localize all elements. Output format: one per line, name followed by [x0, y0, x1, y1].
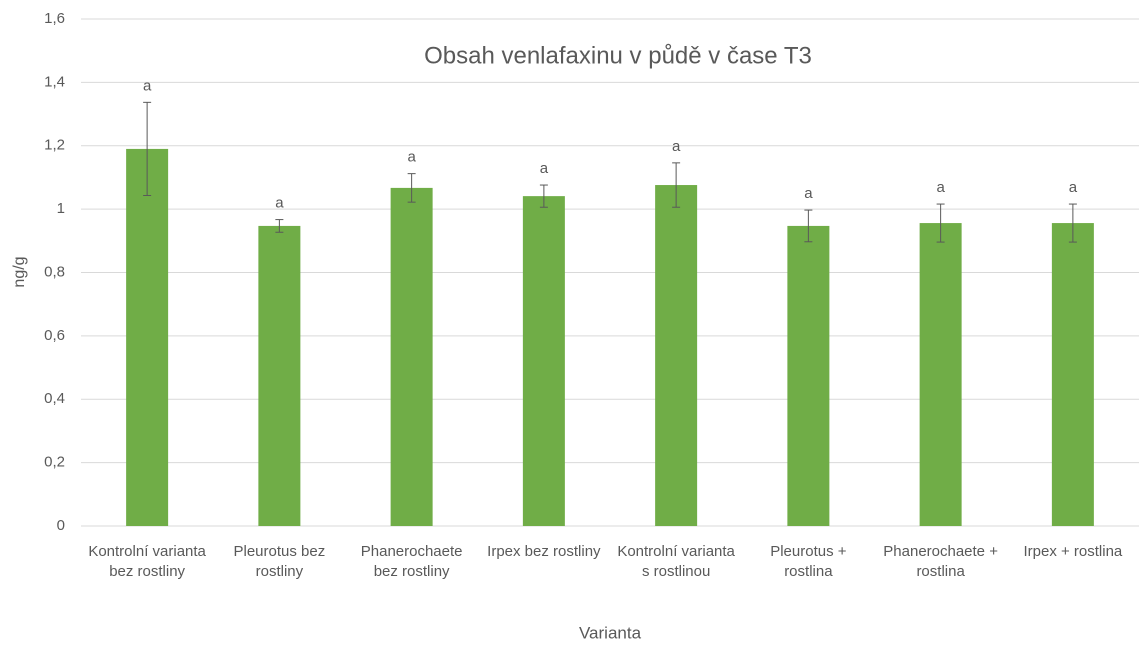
x-tick-label: Pleurotus bez rostliny [233, 543, 326, 580]
bar [390, 187, 433, 526]
annotation: a [540, 160, 549, 177]
error-bar [672, 162, 681, 208]
x-tick-label: Irpex bez rostliny [487, 543, 601, 560]
error-bar [936, 203, 945, 243]
annotation: a [143, 77, 152, 94]
bar [655, 185, 698, 527]
bar [1051, 223, 1094, 526]
annotation: a [936, 179, 945, 196]
y-tick-label: 1,4 [44, 73, 65, 90]
error-bar [1068, 203, 1077, 243]
y-tick-label: 1,2 [44, 137, 65, 154]
y-tick-label: 0,6 [44, 327, 65, 344]
y-tick-label: 0 [57, 517, 65, 534]
y-tick-label: 0,4 [44, 390, 65, 407]
bar [522, 196, 565, 526]
bar [787, 225, 830, 526]
chart-title: Obsah venlafaxinu v půdě v čase T3 [424, 42, 812, 69]
y-axis-label: ng/g [11, 256, 28, 287]
x-tick-label: Kontrolní varianta s rostlinou [617, 543, 735, 580]
x-axis-label: Varianta [579, 623, 642, 642]
bar [919, 223, 962, 526]
error-bar [275, 219, 284, 233]
error-bar [143, 101, 152, 196]
y-tick-label: 1,6 [44, 10, 65, 27]
y-tick-label: 0,2 [44, 454, 65, 471]
error-bar [539, 184, 548, 208]
x-tick-label: Pleurotus + rostlina [770, 543, 847, 580]
x-tick-label: Irpex + rostlina [1023, 543, 1123, 560]
annotation: a [407, 149, 416, 166]
bar [126, 148, 169, 526]
annotation: a [1069, 179, 1078, 196]
y-tick-label: 1 [57, 200, 65, 217]
error-bar [407, 173, 416, 203]
annotation: a [804, 185, 813, 202]
x-tick-label: Phanerochaete bez rostliny [360, 543, 463, 580]
annotation: a [275, 195, 284, 212]
y-tick-label: 0,8 [44, 263, 65, 280]
x-tick-label: Kontrolní varianta bez rostliny [88, 543, 206, 580]
x-tick-label: Phanerochaete + rostlina [883, 543, 998, 580]
annotation: a [672, 138, 681, 155]
bar [258, 225, 301, 526]
error-bar [804, 209, 813, 243]
